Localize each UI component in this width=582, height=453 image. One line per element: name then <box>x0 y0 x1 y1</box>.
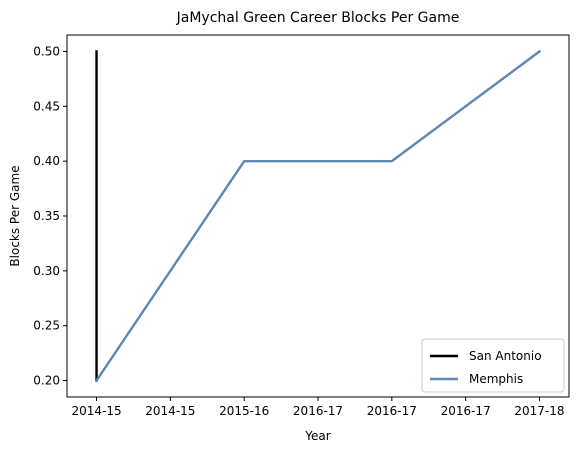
y-tick-label: 0.30 <box>33 264 60 278</box>
y-axis-title: Blocks Per Game <box>8 165 22 266</box>
x-tick-label: 2016-17 <box>441 404 491 418</box>
y-tick-label: 0.50 <box>33 44 60 58</box>
chart-title: JaMychal Green Career Blocks Per Game <box>176 10 460 26</box>
x-tick-label: 2016-17 <box>293 404 343 418</box>
y-tick-label: 0.45 <box>33 99 60 113</box>
legend-label-memphis: Memphis <box>469 372 523 386</box>
x-tick-label: 2017-18 <box>514 404 564 418</box>
x-tick-label: 2015-16 <box>219 404 269 418</box>
legend-label-san-antonio: San Antonio <box>469 349 542 363</box>
y-tick-label: 0.25 <box>33 319 60 333</box>
x-axis-title: Year <box>304 429 330 443</box>
x-tick-label: 2014-15 <box>145 404 195 418</box>
x-tick-label: 2014-15 <box>71 404 121 418</box>
y-tick-label: 0.20 <box>33 374 60 388</box>
legend: San Antonio Memphis <box>422 339 564 392</box>
y-tick-label: 0.35 <box>33 209 60 223</box>
y-tick-label: 0.40 <box>33 154 60 168</box>
x-tick-label: 2016-17 <box>367 404 417 418</box>
